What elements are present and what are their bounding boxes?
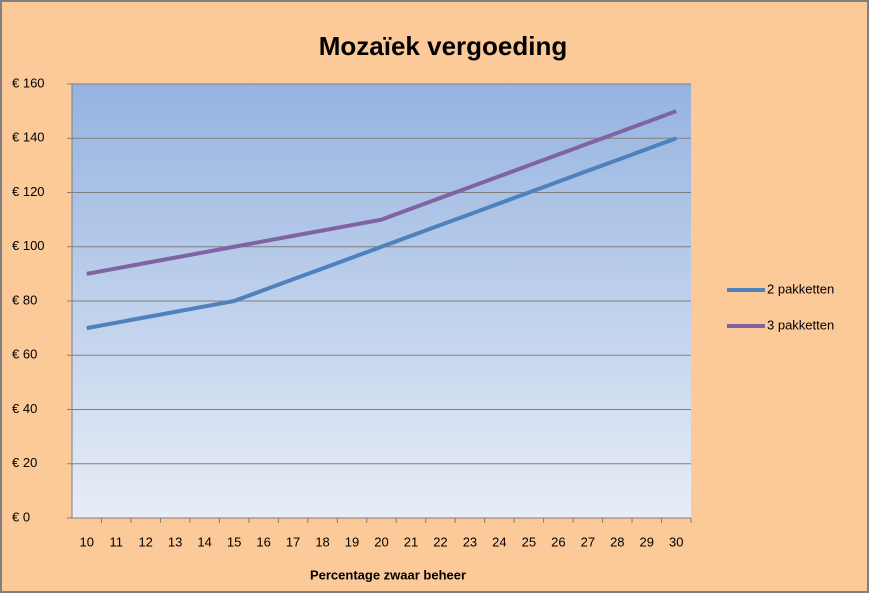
y-tick-label: € 60 — [12, 347, 37, 362]
x-tick-label: 13 — [168, 534, 182, 549]
x-tick-label: 25 — [522, 534, 536, 549]
x-tick-label: 26 — [551, 534, 565, 549]
x-tick-label: 27 — [581, 534, 595, 549]
x-tick-label: 22 — [433, 534, 447, 549]
x-tick-label: 20 — [374, 534, 388, 549]
x-tick-label: 16 — [256, 534, 270, 549]
y-tick-label: € 0 — [12, 509, 30, 524]
x-tick-label: 12 — [138, 534, 152, 549]
line-series — [86, 136, 677, 331]
y-tick-label: € 120 — [12, 184, 45, 199]
x-tick-label: 17 — [286, 534, 300, 549]
y-tick-label: € 20 — [12, 455, 37, 470]
x-axis-title: Percentage zwaar beheer — [310, 567, 466, 582]
x-tick-label: 19 — [345, 534, 359, 549]
x-tick-label: 10 — [80, 534, 94, 549]
y-tick-label: € 160 — [12, 75, 45, 90]
x-tick-label: 21 — [404, 534, 418, 549]
x-tick-label: 30 — [669, 534, 683, 549]
legend-label: 2 pakketten — [767, 281, 834, 296]
legend-label: 3 pakketten — [767, 317, 834, 332]
x-tick-label: 23 — [463, 534, 477, 549]
x-tick-label: 11 — [109, 534, 123, 549]
y-tick-label: € 80 — [12, 292, 37, 307]
y-tick-label: € 100 — [12, 238, 45, 253]
x-tick-label: 15 — [227, 534, 241, 549]
x-tick-label: 28 — [610, 534, 624, 549]
chart-title: Mozaïek vergoeding — [319, 31, 568, 61]
x-tick-label: 18 — [315, 534, 329, 549]
y-tick-label: € 40 — [12, 401, 37, 416]
y-tick-label: € 140 — [12, 130, 45, 145]
x-tick-label: 29 — [640, 534, 654, 549]
line-series — [86, 109, 677, 276]
x-tick-label: 24 — [492, 534, 506, 549]
x-tick-label: 14 — [197, 534, 211, 549]
